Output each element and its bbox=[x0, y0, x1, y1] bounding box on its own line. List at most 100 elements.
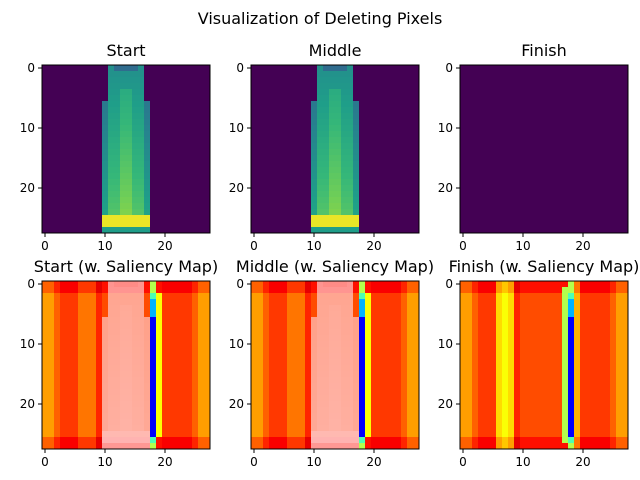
axes-frame bbox=[459, 64, 629, 234]
pixel-cell bbox=[466, 119, 473, 126]
pixel-cell bbox=[293, 209, 300, 216]
pixel-cell bbox=[580, 287, 587, 294]
pixel-cell bbox=[60, 101, 67, 108]
pixel-cell bbox=[120, 281, 127, 288]
pixel-cell bbox=[138, 293, 145, 300]
pixel-cell bbox=[150, 101, 157, 108]
pixel-cell bbox=[90, 131, 97, 138]
pixel-cell bbox=[604, 155, 611, 162]
pixel-cell bbox=[275, 173, 282, 180]
pixel-cell bbox=[54, 131, 61, 138]
pixel-cell bbox=[114, 71, 121, 78]
pixel-cell bbox=[317, 131, 324, 138]
pixel-cell bbox=[550, 317, 557, 324]
pixel-cell bbox=[174, 437, 181, 444]
pixel-cell bbox=[120, 95, 127, 102]
pixel-cell bbox=[263, 65, 270, 72]
pixel-cell bbox=[490, 155, 497, 162]
pixel-cell bbox=[562, 167, 569, 174]
pixel-cell bbox=[550, 107, 557, 114]
pixel-cell bbox=[353, 167, 360, 174]
pixel-cell bbox=[610, 173, 617, 180]
pixel-cell bbox=[281, 167, 288, 174]
pixel-cell bbox=[478, 425, 485, 432]
pixel-cell bbox=[102, 203, 109, 210]
pixel-cell bbox=[347, 335, 354, 342]
pixel-cell bbox=[580, 167, 587, 174]
pixel-cell bbox=[114, 131, 121, 138]
pixel-cell bbox=[520, 143, 527, 150]
pixel-cell bbox=[102, 365, 109, 372]
pixel-cell bbox=[347, 407, 354, 414]
pixel-cell bbox=[251, 323, 258, 330]
pixel-cell bbox=[204, 413, 211, 420]
pixel-cell bbox=[162, 95, 169, 102]
pixel-cell bbox=[180, 317, 187, 324]
pixel-cell bbox=[72, 101, 79, 108]
pixel-cell bbox=[78, 209, 85, 216]
pixel-cell bbox=[126, 287, 133, 294]
pixel-cell bbox=[275, 137, 282, 144]
pixel-cell bbox=[180, 95, 187, 102]
pixel-cell bbox=[48, 227, 55, 234]
pixel-cell bbox=[592, 383, 599, 390]
pixel-cell bbox=[48, 173, 55, 180]
pixel-cell bbox=[150, 125, 157, 132]
pixel-cell bbox=[407, 287, 414, 294]
pixel-cell bbox=[335, 395, 342, 402]
pixel-cell bbox=[532, 293, 539, 300]
pixel-cell bbox=[520, 353, 527, 360]
pixel-cell bbox=[48, 203, 55, 210]
pixel-cell bbox=[281, 137, 288, 144]
pixel-cell bbox=[389, 281, 396, 288]
pixel-cell bbox=[138, 395, 145, 402]
pixel-cell bbox=[556, 101, 563, 108]
pixel-cell bbox=[78, 143, 85, 150]
pixel-cell bbox=[556, 77, 563, 84]
pixel-cell bbox=[395, 287, 402, 294]
pixel-cell bbox=[401, 83, 408, 90]
pixel-cell bbox=[168, 287, 175, 294]
pixel-cell bbox=[580, 185, 587, 192]
pixel-cell bbox=[144, 65, 151, 72]
pixel-cell bbox=[347, 143, 354, 150]
pixel-cell bbox=[353, 155, 360, 162]
pixel-cell bbox=[168, 317, 175, 324]
pixel-cell bbox=[371, 371, 378, 378]
pixel-cell bbox=[323, 179, 330, 186]
pixel-cell bbox=[311, 161, 318, 168]
pixel-cell bbox=[78, 65, 85, 72]
pixel-cell bbox=[60, 407, 67, 414]
pixel-cell bbox=[54, 347, 61, 354]
pixel-cell bbox=[508, 413, 515, 420]
pixel-cell bbox=[526, 347, 533, 354]
pixel-cell bbox=[323, 215, 330, 222]
pixel-cell bbox=[138, 419, 145, 426]
pixel-cell bbox=[335, 173, 342, 180]
pixel-cell bbox=[341, 143, 348, 150]
pixel-cell bbox=[281, 119, 288, 126]
pixel-cell bbox=[174, 377, 181, 384]
pixel-cell bbox=[574, 173, 581, 180]
pixel-cell bbox=[174, 107, 181, 114]
pixel-cell bbox=[562, 293, 569, 300]
pixel-cell bbox=[520, 413, 527, 420]
pixel-cell bbox=[66, 209, 73, 216]
pixel-cell bbox=[150, 425, 157, 432]
pixel-cell bbox=[305, 113, 312, 120]
pixel-cell bbox=[383, 209, 390, 216]
pixel-cell bbox=[317, 371, 324, 378]
pixel-cell bbox=[275, 431, 282, 438]
pixel-cell bbox=[114, 113, 121, 120]
pixel-cell bbox=[401, 281, 408, 288]
pixel-cell bbox=[586, 419, 593, 426]
pixel-cell bbox=[484, 335, 491, 342]
pixel-cell bbox=[472, 395, 479, 402]
pixel-cell bbox=[472, 305, 479, 312]
pixel-cell bbox=[198, 347, 205, 354]
pixel-cell bbox=[198, 161, 205, 168]
pixel-cell bbox=[180, 71, 187, 78]
pixel-cell bbox=[126, 407, 133, 414]
pixel-cell bbox=[532, 437, 539, 444]
pixel-cell bbox=[395, 149, 402, 156]
